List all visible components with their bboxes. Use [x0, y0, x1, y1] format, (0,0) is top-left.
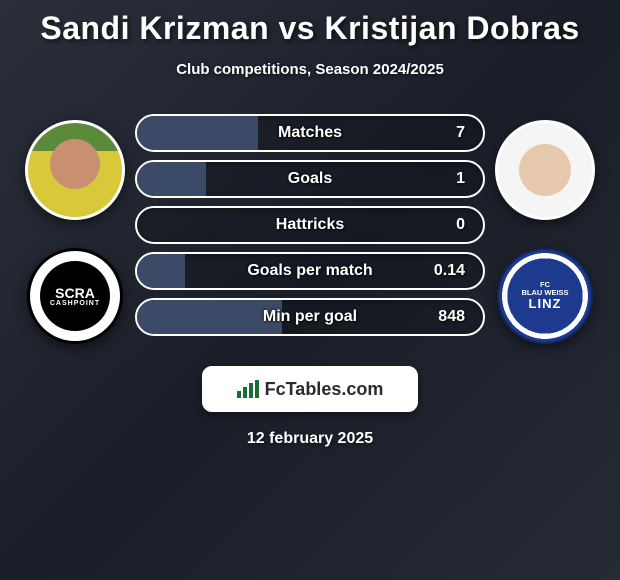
player-left-avatar: [25, 120, 125, 220]
stat-label: Goals: [288, 170, 332, 188]
stat-value: 0.14: [434, 262, 465, 280]
club-right-line2: LINZ: [529, 297, 562, 311]
stat-label: Goals per match: [247, 262, 372, 280]
stat-value: 7: [456, 124, 465, 142]
club-right-badge: FC BLAU WEISS LINZ: [497, 248, 593, 344]
stat-pill: Hattricks 0: [135, 206, 485, 244]
brand-text: FcTables.com: [265, 379, 384, 400]
face-placeholder: [519, 144, 571, 196]
stat-pill: Goals per match 0.14: [135, 252, 485, 290]
stat-label: Min per goal: [263, 308, 357, 326]
stat-value: 0: [456, 216, 465, 234]
brand-badge[interactable]: FcTables.com: [202, 366, 418, 412]
club-left-sub: CASHPOINT: [50, 300, 100, 307]
main-row: SCRA CASHPOINT Matches 7 Goals 1 Hattricks 0 G…: [0, 108, 620, 344]
page-subtitle: Club competitions, Season 2024/2025: [0, 61, 620, 78]
stat-pill: Matches 7: [135, 114, 485, 152]
stat-label: Hattricks: [276, 216, 344, 234]
stat-fill: [137, 162, 206, 196]
comparison-card: Sandi Krizman vs Kristijan Dobras Club c…: [0, 0, 620, 448]
club-left-code: SCRA: [55, 286, 95, 300]
right-column: FC BLAU WEISS LINZ: [495, 108, 595, 344]
left-column: SCRA CASHPOINT: [25, 108, 125, 344]
stat-fill: [137, 254, 185, 288]
stat-pill: Min per goal 848: [135, 298, 485, 336]
stat-fill: [137, 300, 282, 334]
brand-chart-icon: [237, 380, 259, 398]
stat-value: 848: [438, 308, 465, 326]
page-title: Sandi Krizman vs Kristijan Dobras: [0, 10, 620, 47]
club-left-badge: SCRA CASHPOINT: [27, 248, 123, 344]
stat-fill: [137, 116, 258, 150]
stat-label: Matches: [278, 124, 342, 142]
stat-value: 1: [456, 170, 465, 188]
face-placeholder: [50, 139, 100, 189]
player-right-avatar: [495, 120, 595, 220]
date-line: 12 february 2025: [0, 430, 620, 448]
stats-column: Matches 7 Goals 1 Hattricks 0 Goals per match 0…: [135, 108, 485, 336]
stat-pill: Goals 1: [135, 160, 485, 198]
club-left-inner: SCRA CASHPOINT: [40, 261, 110, 331]
